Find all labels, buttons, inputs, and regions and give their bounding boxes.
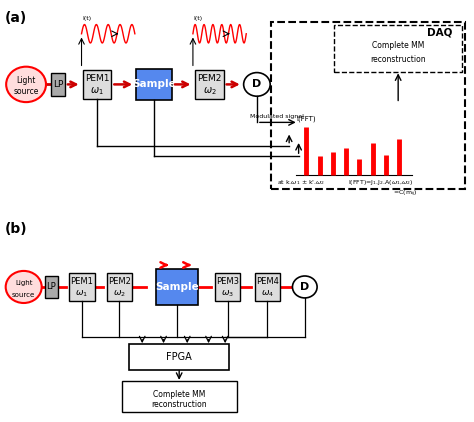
- Text: reconstruction: reconstruction: [370, 55, 426, 65]
- Text: Light: Light: [15, 280, 32, 286]
- FancyBboxPatch shape: [156, 269, 198, 305]
- Text: Complete MM: Complete MM: [372, 41, 424, 50]
- Text: PEM2: PEM2: [197, 74, 222, 84]
- Text: reconstruction: reconstruction: [151, 400, 207, 409]
- Text: Modulated signal: Modulated signal: [250, 114, 304, 119]
- FancyBboxPatch shape: [51, 73, 65, 96]
- FancyBboxPatch shape: [45, 276, 58, 298]
- FancyBboxPatch shape: [215, 273, 240, 300]
- Text: I(t): I(t): [194, 16, 203, 21]
- Text: source: source: [12, 292, 36, 298]
- Text: PEM1: PEM1: [85, 74, 109, 84]
- Text: I(FFT): I(FFT): [296, 116, 316, 122]
- FancyBboxPatch shape: [122, 381, 237, 412]
- FancyBboxPatch shape: [334, 25, 462, 72]
- Text: Light: Light: [17, 76, 36, 85]
- Text: Sample: Sample: [155, 282, 199, 292]
- FancyBboxPatch shape: [129, 344, 229, 370]
- Text: Complete MM: Complete MM: [153, 390, 205, 399]
- Circle shape: [292, 276, 317, 298]
- FancyBboxPatch shape: [255, 273, 280, 300]
- Text: Sample: Sample: [132, 79, 176, 89]
- FancyBboxPatch shape: [83, 70, 111, 99]
- Text: PEM3: PEM3: [216, 277, 239, 286]
- Text: (a): (a): [5, 11, 27, 24]
- Text: I(FFT)=J$_1$.J$_2$.A($\omega_1$,$\omega_2$): I(FFT)=J$_1$.J$_2$.A($\omega_1$,$\omega_…: [348, 178, 414, 187]
- Text: $\omega_1$: $\omega_1$: [90, 85, 104, 97]
- FancyBboxPatch shape: [107, 273, 132, 300]
- Text: $\omega_2$: $\omega_2$: [203, 85, 216, 97]
- FancyBboxPatch shape: [271, 22, 465, 189]
- FancyBboxPatch shape: [195, 70, 224, 99]
- Text: D: D: [252, 79, 262, 89]
- Text: $\omega_4$: $\omega_4$: [261, 289, 274, 299]
- FancyBboxPatch shape: [69, 273, 95, 300]
- Text: FPGA: FPGA: [166, 352, 192, 362]
- Text: =C(m$_{ij}$): =C(m$_{ij}$): [393, 189, 418, 199]
- Text: (b): (b): [5, 222, 27, 235]
- Circle shape: [6, 271, 42, 303]
- Circle shape: [244, 73, 270, 96]
- Text: $\omega_3$: $\omega_3$: [221, 289, 234, 299]
- Text: at k.$\omega_1$ $\pm$ k'.$\omega_2$: at k.$\omega_1$ $\pm$ k'.$\omega_2$: [277, 178, 326, 187]
- Text: LP: LP: [46, 282, 56, 292]
- FancyBboxPatch shape: [137, 68, 172, 100]
- Text: PEM4: PEM4: [256, 277, 279, 286]
- Text: PEM1: PEM1: [71, 277, 93, 286]
- Text: LP: LP: [53, 80, 63, 89]
- Text: D: D: [300, 282, 310, 292]
- Text: $\omega_1$: $\omega_1$: [75, 289, 89, 299]
- Text: I(t): I(t): [82, 16, 91, 21]
- Text: source: source: [13, 87, 39, 97]
- Text: DAQ: DAQ: [427, 27, 453, 38]
- Circle shape: [6, 67, 46, 102]
- Text: $\omega_2$: $\omega_2$: [113, 289, 126, 299]
- Text: PEM2: PEM2: [108, 277, 131, 286]
